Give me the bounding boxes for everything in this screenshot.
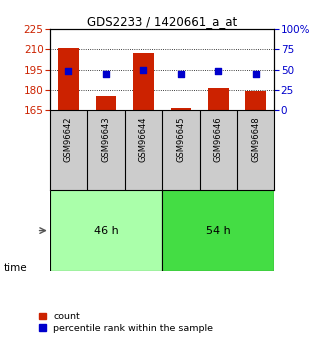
Text: GSM96646: GSM96646 — [214, 116, 223, 162]
Bar — [162, 190, 274, 271]
Bar — [50, 190, 162, 271]
Bar — [96, 96, 116, 110]
Text: GSM96648: GSM96648 — [251, 116, 260, 162]
Point — [253, 71, 258, 76]
Legend: count, percentile rank within the sample: count, percentile rank within the sample — [35, 308, 217, 337]
Point — [216, 68, 221, 74]
Bar — [170, 108, 191, 110]
Title: GDS2233 / 1420661_a_at: GDS2233 / 1420661_a_at — [87, 15, 237, 28]
Text: GSM96642: GSM96642 — [64, 116, 73, 162]
Text: GSM96644: GSM96644 — [139, 116, 148, 162]
Text: GSM96645: GSM96645 — [176, 116, 185, 162]
Text: 54 h: 54 h — [206, 226, 231, 236]
Point — [141, 67, 146, 72]
Point — [66, 68, 71, 74]
Point — [178, 71, 183, 76]
Text: time: time — [3, 264, 27, 273]
Bar — [246, 91, 266, 110]
Bar — [208, 88, 229, 110]
Bar — [133, 53, 154, 110]
Bar — [58, 48, 79, 110]
Point — [103, 71, 108, 76]
Text: 46 h: 46 h — [93, 226, 118, 236]
Text: GSM96643: GSM96643 — [101, 116, 110, 162]
